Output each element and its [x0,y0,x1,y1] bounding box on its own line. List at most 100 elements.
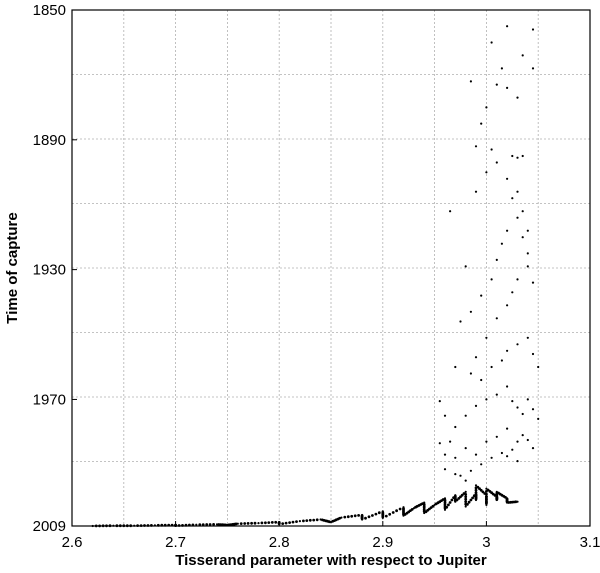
data-point [459,474,462,477]
y-tick-label: 1890 [33,132,66,149]
data-point [480,122,483,125]
data-point [516,216,519,219]
data-point [350,514,354,518]
data-point [506,304,509,307]
data-point [302,519,305,523]
data-point [274,520,278,524]
data-point [454,473,457,476]
x-tick-label: 3.1 [580,534,600,551]
data-point [506,86,509,89]
data-point [485,492,488,496]
data-point [474,190,478,193]
data-point [506,427,509,430]
data-point [526,265,529,268]
data-point [288,521,291,524]
data-point [447,503,450,507]
data-point [521,54,524,57]
data-point [474,488,478,492]
data-point [443,414,447,417]
data-point [531,281,535,284]
data-point [448,501,452,504]
data-point [208,523,212,526]
data-point [445,505,449,509]
data-point [464,479,467,482]
data-point [454,365,457,369]
data-point [469,80,472,83]
data-point [481,490,485,494]
data-point [305,519,309,522]
data-point [455,498,459,502]
data-point [480,463,483,466]
data-point [195,523,198,526]
data-point [212,523,216,526]
data-point [466,503,469,506]
data-point [291,520,295,524]
data-point [511,291,514,294]
data-point [495,393,498,396]
y-axis-title: Time of capture [4,212,21,323]
data-point [516,440,519,443]
data-point [431,504,435,508]
data-point [381,515,385,519]
data-point [506,385,509,388]
data-point [490,365,493,369]
data-point [504,495,507,499]
data-point [205,523,209,526]
data-point [531,28,535,31]
data-point [234,522,238,526]
data-point [526,398,529,401]
data-point [464,490,467,493]
data-point [469,469,472,472]
data-point [391,511,395,514]
grid-lines [72,10,590,526]
data-points [91,25,540,528]
x-tick-label: 2.9 [372,534,393,551]
x-tick-label: 2.8 [269,534,290,551]
data-point [485,500,488,504]
data-point [388,512,392,516]
data-point [260,521,264,525]
data-point [298,520,301,523]
data-point [526,229,529,232]
data-point [281,522,285,525]
data-point [506,229,509,232]
data-point [485,498,488,501]
data-point [531,408,535,411]
data-point [474,404,478,407]
data-point [506,455,509,458]
data-point [239,522,243,525]
data-point [464,493,468,496]
data-point [500,67,503,70]
data-point [469,498,473,502]
data-point [521,210,524,213]
data-point [395,509,398,513]
data-point [253,521,257,525]
data-point [516,406,519,409]
data-point [346,515,350,519]
data-point [506,177,509,180]
data-point [464,495,468,499]
data-point [511,154,514,158]
data-point [343,515,347,519]
data-point [474,484,478,487]
data-point [469,310,472,313]
x-tick-label: 3 [482,534,490,551]
data-point [338,516,341,520]
x-axis-title: Tisserand parameter with respect to Jupi… [175,552,487,569]
data-point [531,67,535,70]
data-point [495,161,498,164]
data-point [495,435,498,438]
data-point [485,106,488,109]
data-point [474,453,478,456]
data-point [449,440,452,443]
data-point [454,425,457,429]
data-point [364,516,367,520]
data-point [270,521,274,524]
data-point [284,521,288,525]
data-point [495,317,498,320]
plot-frame [71,9,591,527]
data-point [377,511,381,515]
data-point [511,197,514,200]
x-tick-label: 2.6 [62,534,83,551]
